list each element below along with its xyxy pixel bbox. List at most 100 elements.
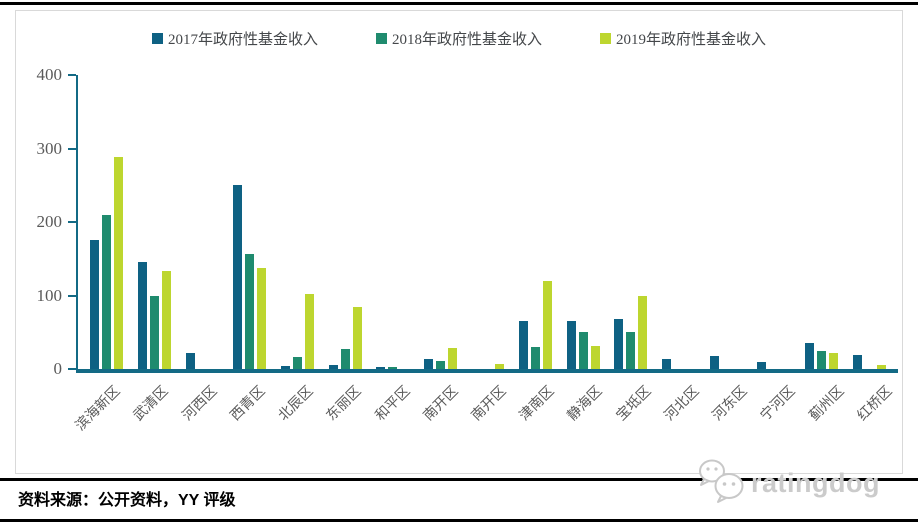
y-tick-label: 300 bbox=[36, 138, 63, 158]
y-tick-label: 400 bbox=[36, 65, 63, 84]
bar bbox=[709, 355, 719, 369]
legend-label: 2018年政府性基金收入 bbox=[391, 32, 542, 48]
bar bbox=[280, 366, 290, 369]
y-tick-mark bbox=[68, 368, 76, 370]
bar bbox=[233, 184, 243, 369]
bar-group-2 bbox=[137, 75, 171, 369]
ratingdog-logo: ratingdog bbox=[695, 456, 880, 511]
legend-item-1: 2017年政府性基金收入 bbox=[151, 28, 318, 49]
legend-item-3: 2019年政府性基金收入 bbox=[600, 28, 766, 49]
y-axis-labels: 0 100 200 300 400 bbox=[26, 66, 78, 377]
bar bbox=[388, 366, 398, 369]
bar-group-16 bbox=[804, 75, 838, 369]
y-tick-mark bbox=[68, 294, 76, 297]
bar bbox=[376, 366, 386, 369]
bar bbox=[638, 295, 648, 369]
bar bbox=[531, 346, 541, 369]
y-tick-label: 200 bbox=[36, 212, 63, 231]
bar-group-1 bbox=[90, 75, 124, 369]
bar bbox=[876, 365, 886, 369]
x-tick-label: 河东区 bbox=[710, 383, 751, 425]
x-axis-labels: 滨海新区 武清区 河西区 西青区 北辰区 东丽区 和平区 南开区 南开区 津南区 静海区 宝坻区 河北区… bbox=[73, 369, 898, 464]
logo-wordmark: ratingdog bbox=[751, 468, 880, 498]
bar bbox=[578, 332, 588, 369]
bar bbox=[90, 239, 100, 369]
bar-group-9 bbox=[471, 75, 505, 369]
bar-group-3 bbox=[185, 75, 219, 369]
bar-group-17 bbox=[852, 75, 886, 369]
bar bbox=[852, 355, 862, 369]
bar-group-15 bbox=[757, 75, 790, 369]
legend-swatch-icon bbox=[600, 33, 611, 44]
x-tick-label: 滨海新区 bbox=[73, 383, 124, 435]
bar bbox=[626, 331, 636, 369]
x-tick-label: 河西区 bbox=[179, 383, 221, 425]
bar bbox=[292, 356, 302, 369]
x-tick-label: 南开区 bbox=[469, 383, 510, 425]
bar bbox=[543, 280, 553, 369]
bar bbox=[328, 364, 338, 369]
bar bbox=[590, 346, 600, 369]
legend-swatch-icon bbox=[375, 33, 387, 44]
plot-area: 0 100 200 300 400 滨海新区 武清区 河西区 西青区 北辰区 东丽区 和平区 南开区南… bbox=[37, 66, 898, 434]
bar bbox=[245, 253, 255, 369]
bar bbox=[828, 352, 838, 369]
bar bbox=[185, 352, 195, 369]
x-tick-label: 红桥区 bbox=[855, 383, 896, 425]
bottom-divider bbox=[0, 519, 918, 522]
bar-group-14 bbox=[709, 75, 743, 369]
bar bbox=[114, 157, 124, 369]
bar bbox=[149, 295, 159, 369]
bar bbox=[816, 350, 826, 369]
bar-group-12 bbox=[614, 75, 648, 369]
x-tick-label: 津南区 bbox=[517, 383, 558, 425]
x-tick-label: 宁河区 bbox=[758, 383, 799, 425]
bar-group-6 bbox=[328, 75, 362, 369]
bar-group-7 bbox=[376, 75, 409, 369]
bar-group-8 bbox=[423, 75, 457, 369]
y-tick-mark bbox=[68, 147, 76, 150]
bar-group-11 bbox=[566, 75, 600, 369]
legend-item-2: 2018年政府性基金收入 bbox=[375, 28, 542, 49]
chart-panel: 2017年政府性基金收入 2018年政府性基金收入 2019年政府性基金收入 0 10… bbox=[15, 10, 903, 474]
y-tick-label: 100 bbox=[36, 285, 63, 305]
bar bbox=[804, 342, 814, 369]
wechat-bubbles-icon bbox=[695, 456, 747, 511]
bar bbox=[352, 306, 362, 369]
source-note: 资料来源：公开资料，YY 评级 bbox=[18, 492, 236, 509]
bar bbox=[423, 358, 433, 369]
bar bbox=[161, 271, 171, 369]
bar-group-10 bbox=[519, 75, 553, 369]
bar bbox=[614, 319, 624, 369]
x-tick-label: 蓟州区 bbox=[806, 383, 848, 425]
x-tick-label: 东丽区 bbox=[324, 383, 365, 425]
x-tick-label: 和平区 bbox=[372, 383, 413, 425]
bar bbox=[102, 214, 112, 369]
chart-legend: 2017年政府性基金收入 2018年政府性基金收入 2019年政府性基金收入 bbox=[16, 28, 902, 49]
bars-container bbox=[78, 75, 898, 369]
bar bbox=[340, 349, 350, 369]
y-tick-mark bbox=[68, 74, 76, 76]
legend-swatch-icon bbox=[151, 33, 163, 44]
x-tick-label: 静海区 bbox=[565, 383, 606, 425]
legend-label: 2019年政府性基金收入 bbox=[616, 32, 767, 48]
bar-group-5 bbox=[280, 75, 314, 369]
bar bbox=[662, 359, 671, 369]
y-tick-mark bbox=[68, 221, 76, 223]
bar bbox=[495, 363, 505, 369]
bar bbox=[257, 267, 267, 369]
x-tick-label: 北辰区 bbox=[276, 383, 317, 425]
bar bbox=[435, 360, 445, 369]
bar bbox=[137, 261, 147, 369]
bar-group-13 bbox=[662, 75, 695, 369]
bar-group-4 bbox=[233, 75, 267, 369]
x-tick-label: 武清区 bbox=[131, 383, 172, 425]
mid-divider bbox=[0, 478, 918, 481]
bar bbox=[566, 321, 576, 369]
bar bbox=[519, 321, 529, 369]
legend-label: 2017年政府性基金收入 bbox=[167, 32, 318, 48]
x-tick-label: 河北区 bbox=[662, 383, 703, 425]
y-tick-label: 0 bbox=[53, 359, 63, 378]
bar bbox=[304, 294, 314, 369]
